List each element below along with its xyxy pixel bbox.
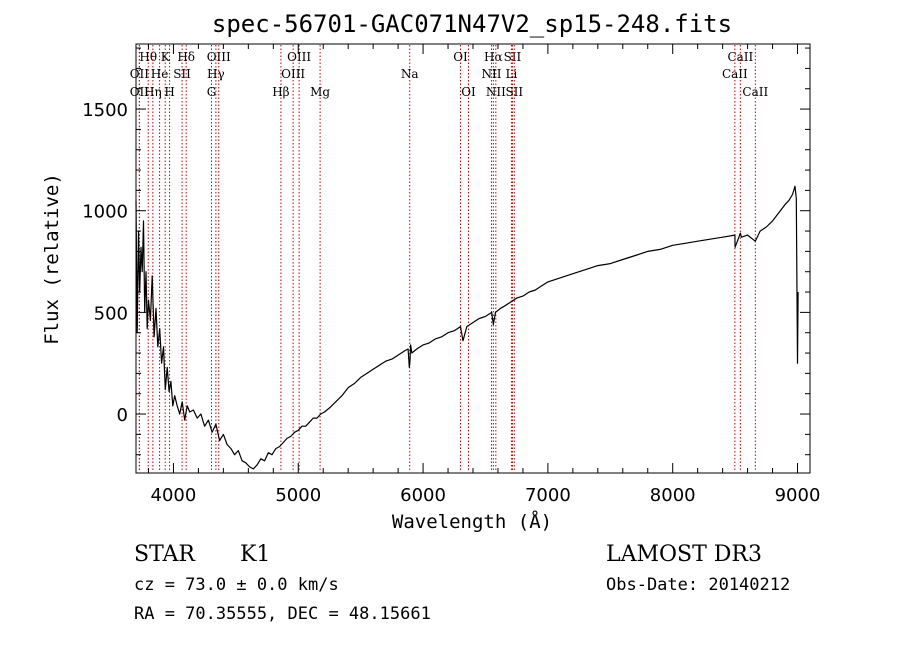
series-layer <box>135 185 799 470</box>
redshift-line: cz = 73.0 ± 0.0 km/s <box>134 575 339 595</box>
axis-ticks: 4000 5000 6000 7000 8000 9000 0 500 1000 1500 <box>82 44 820 506</box>
spectral-line-label: K <box>161 50 171 64</box>
spectral-line-label: H <box>164 85 174 99</box>
spectral-line-label: OIII <box>287 50 311 64</box>
x-tick-label: 7000 <box>525 485 571 506</box>
spectral-line-label: OII <box>130 85 150 99</box>
x-tick-label: 6000 <box>400 485 446 506</box>
x-axis-label: Wavelength (Å) <box>392 510 552 533</box>
coordinates-line: RA = 70.35555, DEC = 48.15661 <box>134 604 431 624</box>
spectral-line-label: OI <box>461 85 476 99</box>
object-subclass: K1 <box>240 542 270 567</box>
spectral-line-label: Hη <box>144 85 162 99</box>
x-tick-label: 9000 <box>775 485 821 506</box>
spectral-line-label: Hθ <box>139 50 157 64</box>
spectral-line-label: CaII <box>727 50 753 64</box>
spectral-line-label: G <box>207 85 217 99</box>
spectral-line-label: SII <box>505 85 523 99</box>
x-tick-label: 4000 <box>151 485 197 506</box>
spectral-line-label: CaII <box>722 67 748 81</box>
spectral-line-label: Hγ <box>207 67 225 81</box>
chart-title: spec-56701-GAC071N47V2_sp15-248.fits <box>212 10 732 38</box>
object-class: STAR <box>134 542 196 567</box>
survey-name: LAMOST DR3 <box>606 542 762 567</box>
spectral-line-label: SII <box>173 67 191 81</box>
x-tick-label: 8000 <box>650 485 696 506</box>
spectral-line-label: Hβ <box>272 85 289 99</box>
y-tick-label: 500 <box>94 303 128 324</box>
spectral-line-label: NII <box>486 85 506 99</box>
y-tick-label: 0 <box>117 405 128 426</box>
spectral-line-label: OIII <box>281 67 305 81</box>
spectral-line-label: CaII <box>742 85 768 99</box>
spectral-line-label: OIII <box>207 50 231 64</box>
spectral-line-label: SII <box>504 50 522 64</box>
spectral-line-label: Mg <box>310 85 330 99</box>
obs-date-line: Obs-Date: 20140212 <box>606 575 790 595</box>
y-tick-label: 1500 <box>82 100 128 121</box>
spectral-line-label: OI <box>453 50 468 64</box>
spectral-line-label: Li <box>506 67 518 81</box>
spectral-line-label: NII <box>481 67 501 81</box>
spectral-line-label: Hα <box>484 50 503 64</box>
series-line-flux <box>135 185 799 470</box>
spectral-line-label: Hδ <box>177 50 195 64</box>
spectral-line-label: He <box>151 67 169 81</box>
y-tick-label: 1000 <box>82 202 128 223</box>
y-axis-label: Flux (relative) <box>41 173 63 345</box>
x-tick-label: 5000 <box>275 485 321 506</box>
spectral-line-label: Na <box>401 67 419 81</box>
